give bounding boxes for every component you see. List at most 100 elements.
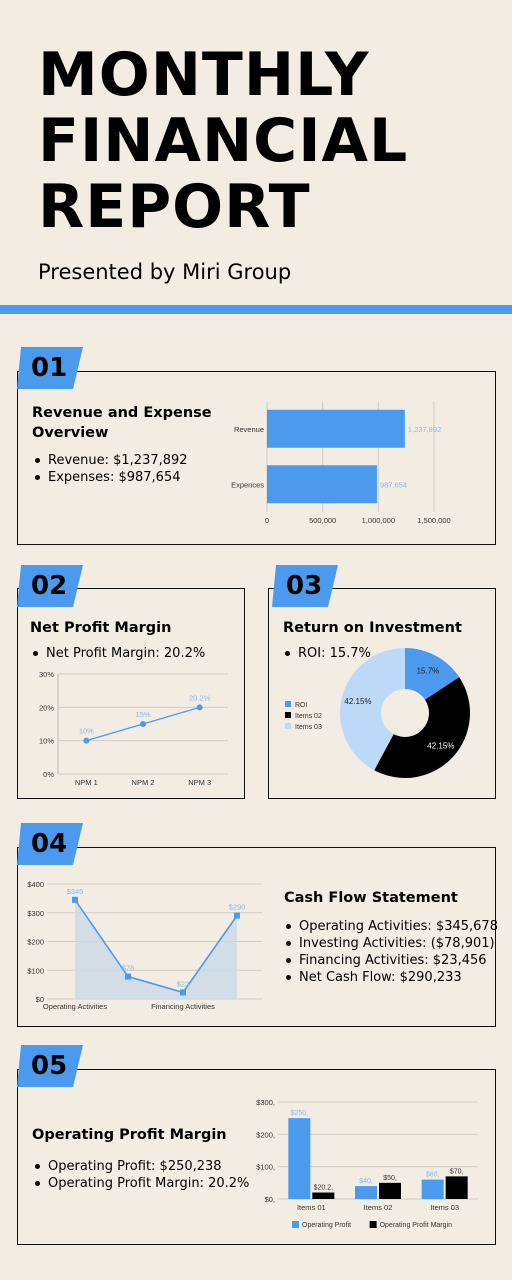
bar [267, 409, 405, 448]
section-01-number: 01 [17, 347, 83, 389]
section-02-card [17, 588, 245, 799]
section-05-bullets: Operating Profit: $250,238 Operating Pro… [33, 1158, 249, 1192]
data-label: $40, [359, 1178, 373, 1185]
cash-flow-area-chart: $0 $100 $200 $300 $400 $345 $78 $23 $290 Operatin… [27, 880, 262, 1011]
data-point [83, 737, 90, 744]
legend-swatch [292, 1221, 299, 1228]
bar [355, 1186, 377, 1199]
series-line [74, 899, 238, 994]
bullet-item: Net Cash Flow: $290,233 [284, 969, 498, 986]
legend-swatch [285, 701, 291, 707]
net-profit-line-chart: 0% 10% 20% 30% 10% NPM 1 15% NPM 2 20.2% NPM 3 [39, 670, 228, 787]
x-tick-label: 500,000 [309, 516, 336, 525]
section-04-card [17, 847, 496, 1027]
x-tick-label: Items 03 [430, 1203, 459, 1212]
bullet-item: Financing Activities: $23,456 [284, 952, 498, 969]
data-label: $250, [291, 1110, 309, 1117]
section-04-heading: Cash Flow Statement [284, 888, 458, 908]
section-02-bullets: Net Profit Margin: 20.2% [31, 645, 205, 662]
data-label: $50, [383, 1175, 397, 1182]
data-label: 15% [135, 710, 150, 719]
y-tick-label: $200 [27, 938, 44, 947]
roi-donut-chart: 15.7% 42.15% 42.15% ROI Items 02 Items 03 [285, 648, 470, 778]
y-tick-label: 0% [43, 770, 54, 779]
data-point [72, 896, 78, 903]
data-label: $23 [177, 979, 190, 988]
bullet-item: Operating Profit: $250,238 [33, 1158, 249, 1175]
bullet-item: Operating Activities: $345,678 [284, 918, 498, 935]
section-01-card [17, 371, 496, 545]
section-03-heading: Return on Investment [283, 618, 462, 638]
category-label: Revenue [234, 425, 264, 434]
bar [445, 1176, 468, 1199]
y-tick-label: $200, [256, 1130, 275, 1139]
data-label: $345 [67, 887, 84, 896]
data-label: 987,654 [380, 480, 407, 489]
legend-label: Operating Profit [302, 1222, 351, 1229]
tag-background [272, 565, 338, 607]
donut-slice [405, 648, 460, 700]
y-tick-label: $300, [256, 1098, 275, 1107]
title-line: FINANCIAL [38, 106, 409, 176]
data-point [140, 721, 146, 727]
x-tick-label: Items 02 [364, 1203, 393, 1212]
heading-line: Net Profit Margin [30, 620, 172, 636]
bar [379, 1182, 401, 1199]
data-point [234, 912, 240, 919]
bar [267, 465, 377, 504]
section-03-bullets: ROI: 15.7% [283, 645, 371, 662]
x-tick-label: NPM 1 [75, 778, 98, 787]
section-05-card [17, 1069, 496, 1245]
section-01-bullets: Revenue: $1,237,892 Expenses: $987,654 [33, 452, 188, 486]
y-tick-label: $0 [36, 995, 44, 1004]
legend-label: Operating Profit Margin [380, 1222, 452, 1229]
bar [312, 1192, 335, 1199]
tag-background [17, 1045, 83, 1087]
x-tick-label: NPM 2 [132, 778, 155, 787]
title-line: REPORT [38, 172, 311, 242]
donut-slice [340, 648, 405, 771]
legend-label: Items 02 [295, 713, 322, 720]
section-03-number: 03 [272, 565, 338, 607]
y-tick-label: $100, [256, 1163, 275, 1172]
data-point [125, 973, 131, 980]
x-tick-label: Financing Activities [151, 1002, 215, 1011]
y-tick-label: $100 [27, 966, 44, 975]
bullet-item: ROI: 15.7% [283, 645, 371, 662]
bullet-item: Expenses: $987,654 [33, 469, 188, 486]
data-point [196, 704, 203, 711]
legend-swatch [369, 1221, 377, 1228]
x-tick-label: Operating Activities [43, 1002, 107, 1011]
data-label: 1,237,892 [408, 425, 441, 434]
report-title: MONTHLY FINANCIAL REPORT [38, 42, 408, 240]
y-tick-label: 20% [39, 703, 54, 712]
x-tick-label: NPM 3 [188, 778, 211, 787]
tag-background [17, 823, 83, 865]
y-tick-label: $0, [265, 1195, 275, 1204]
section-03-card [268, 588, 496, 799]
y-tick-label: $300 [27, 909, 44, 918]
bullet-item: Net Profit Margin: 20.2% [31, 645, 205, 662]
heading-line: Overview [32, 425, 109, 441]
heading-line: Return on Investment [283, 620, 462, 636]
slice-label: 42.15% [344, 697, 371, 706]
slice-label: 42.15% [427, 742, 454, 751]
section-01-heading: Revenue and Expense Overview [32, 403, 212, 443]
bullet-item: Investing Activities: ($78,901) [284, 935, 498, 952]
y-tick-label: 30% [39, 670, 54, 679]
bullet-item: Revenue: $1,237,892 [33, 452, 188, 469]
bullet-item: Operating Profit Margin: 20.2% [33, 1175, 249, 1192]
heading-line: Cash Flow Statement [284, 890, 458, 906]
bar [288, 1118, 311, 1199]
x-tick-label: 1,500,000 [417, 516, 450, 525]
heading-line: Revenue and Expense [32, 405, 212, 421]
x-tick-label: 1,000,000 [362, 516, 395, 525]
header-divider [0, 305, 512, 314]
legend-label: ROI [295, 702, 308, 709]
data-label: $290 [229, 903, 246, 912]
data-label: $60, [426, 1172, 440, 1179]
bar [421, 1179, 444, 1199]
section-04-number: 04 [17, 823, 83, 865]
slice-label: 15.7% [417, 666, 440, 675]
tag-background [17, 565, 83, 607]
